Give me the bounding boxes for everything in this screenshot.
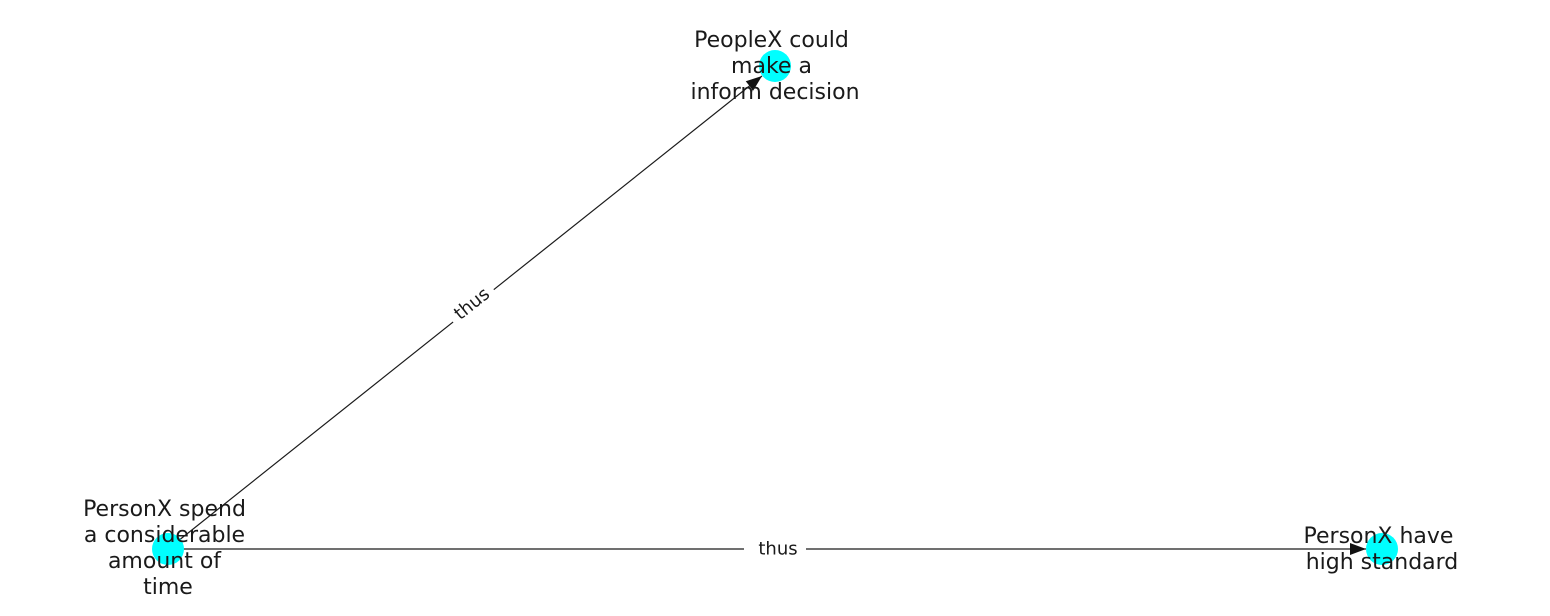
arrowhead-icon <box>745 76 762 91</box>
node-circle <box>1366 533 1398 565</box>
edge-label-background <box>443 277 501 331</box>
node-label-line: amount of <box>108 549 222 574</box>
node-label: PersonX have high standard <box>1304 524 1461 575</box>
node-circle <box>759 50 791 82</box>
node-personx-spend-time: PersonX spend a considerable amount of t… <box>83 497 253 600</box>
edge-label: thus <box>758 539 797 560</box>
node-label-line: PersonX spend <box>83 497 246 522</box>
node-label-line: time <box>143 575 193 600</box>
edge-n1-n2: thus <box>167 75 763 550</box>
node-label-line: inform decision <box>690 80 859 105</box>
node-label-line: a considerable <box>84 523 245 548</box>
node-circle <box>152 533 184 565</box>
arrowhead-icon <box>1350 543 1366 555</box>
node-peoplex-inform-decision: PeopleX could make a inform decision <box>690 28 859 105</box>
node-label-line: make a <box>731 54 812 79</box>
node-label: PersonX spend a considerable amount of t… <box>83 497 253 600</box>
node-label-line: PersonX have <box>1304 524 1454 549</box>
edge-n1-n3: thus <box>168 536 1366 562</box>
node-personx-high-standard: PersonX have high standard <box>1304 524 1461 575</box>
node-label: PeopleX could make a inform decision <box>690 28 859 105</box>
node-label-line: high standard <box>1306 550 1459 575</box>
edge-label-background <box>744 536 806 562</box>
node-label-line: PeopleX could <box>694 28 849 53</box>
